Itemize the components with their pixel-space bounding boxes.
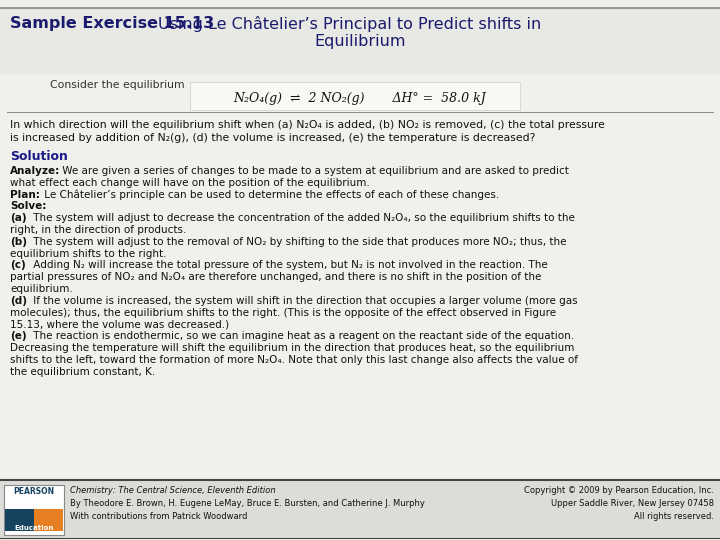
Text: (b): (b) (10, 237, 27, 247)
Text: Decreasing the temperature will shift the equilibrium in the direction that prod: Decreasing the temperature will shift th… (10, 343, 575, 353)
FancyBboxPatch shape (5, 509, 34, 531)
Text: is increased by addition of N₂(g), (d) the volume is increased, (e) the temperat: is increased by addition of N₂(g), (d) t… (10, 133, 536, 143)
Text: If the volume is increased, the system will shift in the direction that occupies: If the volume is increased, the system w… (30, 296, 577, 306)
Text: partial pressures of NO₂ and N₂O₄ are therefore unchanged, and there is no shift: partial pressures of NO₂ and N₂O₄ are th… (10, 272, 541, 282)
Text: By Theodore E. Brown, H. Eugene LeMay, Bruce E. Bursten, and Catherine J. Murphy: By Theodore E. Brown, H. Eugene LeMay, B… (70, 499, 425, 508)
Text: shifts to the left, toward the formation of more N₂O₄. Note that only this last : shifts to the left, toward the formation… (10, 355, 578, 365)
Text: (e): (e) (10, 331, 27, 341)
Text: Sample Exercise 15.13: Sample Exercise 15.13 (10, 16, 220, 31)
Text: what effect each change will have on the position of the equilibrium.: what effect each change will have on the… (10, 178, 370, 188)
Text: PEARSON: PEARSON (14, 487, 55, 496)
Text: The reaction is endothermic, so we can imagine heat as a reagent on the reactant: The reaction is endothermic, so we can i… (30, 331, 574, 341)
FancyBboxPatch shape (0, 8, 720, 75)
Text: In which direction will the equilibrium shift when (a) N₂O₄ is added, (b) NO₂ is: In which direction will the equilibrium … (10, 120, 605, 130)
Text: right, in the direction of products.: right, in the direction of products. (10, 225, 186, 235)
Text: (c): (c) (10, 260, 26, 271)
Text: equilibrium.: equilibrium. (10, 284, 73, 294)
Text: (d): (d) (10, 296, 27, 306)
Text: Consider the equilibrium: Consider the equilibrium (50, 80, 184, 90)
Text: Chemistry: The Central Science, Eleventh Edition: Chemistry: The Central Science, Eleventh… (70, 486, 276, 495)
Text: the equilibrium constant, K.: the equilibrium constant, K. (10, 367, 156, 376)
Text: 15.13, where the volume was decreased.): 15.13, where the volume was decreased.) (10, 319, 229, 329)
Text: All rights reserved.: All rights reserved. (634, 512, 714, 521)
Text: equilibrium shifts to the right.: equilibrium shifts to the right. (10, 248, 166, 259)
Text: Using Le Châtelier’s Principal to Predict shifts in: Using Le Châtelier’s Principal to Predic… (158, 16, 541, 32)
Text: We are given a series of changes to be made to a system at equilibrium and are a: We are given a series of changes to be m… (59, 166, 569, 176)
Text: The system will adjust to the removal of NO₂ by shifting to the side that produc: The system will adjust to the removal of… (30, 237, 567, 247)
Text: Le Châtelier’s principle can be used to determine the effects of each of these c: Le Châtelier’s principle can be used to … (41, 190, 499, 200)
Text: The system will adjust to decrease the concentration of the added N₂O₄, so the e: The system will adjust to decrease the c… (30, 213, 575, 223)
Text: With contributions from Patrick Woodward: With contributions from Patrick Woodward (70, 512, 248, 521)
Text: Adding N₂ will increase the total pressure of the system, but N₂ is not involved: Adding N₂ will increase the total pressu… (30, 260, 548, 271)
Text: Plan:: Plan: (10, 190, 40, 200)
FancyBboxPatch shape (190, 82, 520, 110)
FancyBboxPatch shape (4, 485, 64, 535)
Text: Education: Education (14, 525, 54, 531)
Text: Copyright © 2009 by Pearson Education, Inc.: Copyright © 2009 by Pearson Education, I… (524, 486, 714, 495)
Text: Upper Saddle River, New Jersey 07458: Upper Saddle River, New Jersey 07458 (551, 499, 714, 508)
Text: molecules); thus, the equilibrium shifts to the right. (This is the opposite of : molecules); thus, the equilibrium shifts… (10, 308, 556, 318)
Text: Equilibrium: Equilibrium (314, 34, 406, 49)
FancyBboxPatch shape (0, 480, 720, 538)
Text: Solve:: Solve: (10, 201, 46, 211)
Text: N₂O₄(g)  ⇌  2 NO₂(g)       ΔH° =  58.0 kJ: N₂O₄(g) ⇌ 2 NO₂(g) ΔH° = 58.0 kJ (233, 92, 487, 105)
Text: Solution: Solution (10, 150, 68, 163)
FancyBboxPatch shape (5, 509, 63, 531)
Text: Analyze:: Analyze: (10, 166, 60, 176)
Text: (a): (a) (10, 213, 27, 223)
